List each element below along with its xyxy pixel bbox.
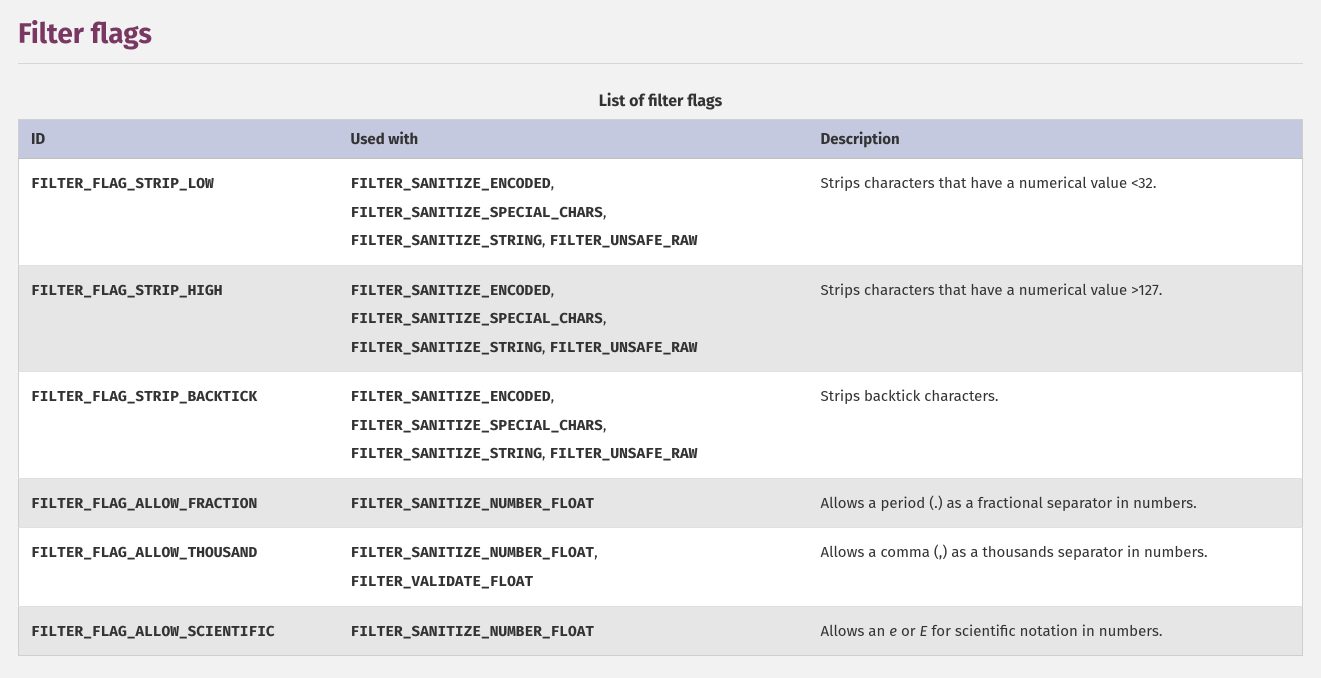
cell-id: FILTER_FLAG_ALLOW_SCIENTIFIC — [19, 606, 339, 656]
constant-used-with: FILTER_UNSAFE_RAW — [549, 231, 697, 249]
table-row: FILTER_FLAG_ALLOW_FRACTION FILTER_SANITIZ… — [19, 478, 1303, 528]
constant-used-with: FILTER_UNSAFE_RAW — [549, 338, 697, 356]
cell-description: Allows an e or E for scientific notation… — [809, 606, 1303, 656]
page-title: Filter flags — [18, 18, 1303, 51]
cell-used-with: FILTER_SANITIZE_ENCODED, FILTER_SANITIZE… — [339, 372, 809, 479]
cell-used-with: FILTER_SANITIZE_ENCODED, FILTER_SANITIZE… — [339, 159, 809, 266]
constant-used-with: FILTER_SANITIZE_SPECIAL_CHARS — [351, 309, 603, 327]
separator: , — [603, 203, 607, 221]
constant-used-with: FILTER_SANITIZE_NUMBER_FLOAT — [351, 543, 595, 561]
table-row: FILTER_FLAG_STRIP_LOW FILTER_SANITIZE_ENC… — [19, 159, 1303, 266]
filter-flags-table: List of filter flags ID Used with Descri… — [18, 92, 1303, 656]
separator: , — [603, 416, 607, 434]
constant-used-with: FILTER_SANITIZE_NUMBER_FLOAT — [351, 494, 595, 512]
constant-used-with: FILTER_UNSAFE_RAW — [549, 444, 697, 462]
column-header-used-with: Used with — [339, 120, 809, 159]
cell-used-with: FILTER_SANITIZE_NUMBER_FLOAT — [339, 478, 809, 528]
constant-id: FILTER_FLAG_STRIP_LOW — [31, 174, 214, 192]
cell-id: FILTER_FLAG_ALLOW_THOUSAND — [19, 528, 339, 606]
cell-id: FILTER_FLAG_STRIP_HIGH — [19, 265, 339, 372]
column-header-id: ID — [19, 120, 339, 159]
table-header-row: ID Used with Description — [19, 120, 1303, 159]
cell-description: Strips backtick characters. — [809, 372, 1303, 479]
table-row: FILTER_FLAG_STRIP_HIGH FILTER_SANITIZE_EN… — [19, 265, 1303, 372]
constant-used-with: FILTER_SANITIZE_NUMBER_FLOAT — [351, 622, 595, 640]
constant-id: FILTER_FLAG_ALLOW_FRACTION — [31, 494, 257, 512]
cell-description: Allows a period (.) as a fractional sepa… — [809, 478, 1303, 528]
constant-used-with: FILTER_SANITIZE_SPECIAL_CHARS — [351, 416, 603, 434]
cell-description: Strips characters that have a numerical … — [809, 159, 1303, 266]
constant-id: FILTER_FLAG_ALLOW_THOUSAND — [31, 543, 257, 561]
cell-description: Allows a comma (,) as a thousands separa… — [809, 528, 1303, 606]
separator: , — [594, 543, 598, 561]
constant-id: FILTER_FLAG_STRIP_BACKTICK — [31, 387, 257, 405]
separator: , — [551, 281, 555, 299]
cell-description: Strips characters that have a numerical … — [809, 265, 1303, 372]
constant-used-with: FILTER_SANITIZE_STRING — [351, 444, 542, 462]
constant-used-with: FILTER_SANITIZE_STRING — [351, 338, 542, 356]
constant-used-with: FILTER_SANITIZE_STRING — [351, 231, 542, 249]
cell-id: FILTER_FLAG_STRIP_LOW — [19, 159, 339, 266]
cell-used-with: FILTER_SANITIZE_NUMBER_FLOAT, FILTER_VAL… — [339, 528, 809, 606]
column-header-description: Description — [809, 120, 1303, 159]
constant-used-with: FILTER_SANITIZE_ENCODED — [351, 281, 551, 299]
table-caption: List of filter flags — [18, 92, 1303, 119]
cell-used-with: FILTER_SANITIZE_NUMBER_FLOAT — [339, 606, 809, 656]
constant-used-with: FILTER_SANITIZE_ENCODED — [351, 387, 551, 405]
constant-used-with: FILTER_VALIDATE_FLOAT — [351, 572, 534, 590]
table-row: FILTER_FLAG_STRIP_BACKTICK FILTER_SANITIZ… — [19, 372, 1303, 479]
table-row: FILTER_FLAG_ALLOW_SCIENTIFIC FILTER_SANIT… — [19, 606, 1303, 656]
cell-used-with: FILTER_SANITIZE_ENCODED, FILTER_SANITIZE… — [339, 265, 809, 372]
separator: , — [551, 174, 555, 192]
constant-id: FILTER_FLAG_STRIP_HIGH — [31, 281, 222, 299]
constant-used-with: FILTER_SANITIZE_ENCODED — [351, 174, 551, 192]
constant-id: FILTER_FLAG_ALLOW_SCIENTIFIC — [31, 622, 275, 640]
constant-used-with: FILTER_SANITIZE_SPECIAL_CHARS — [351, 203, 603, 221]
cell-id: FILTER_FLAG_STRIP_BACKTICK — [19, 372, 339, 479]
separator: , — [551, 387, 555, 405]
cell-id: FILTER_FLAG_ALLOW_FRACTION — [19, 478, 339, 528]
separator: , — [603, 309, 607, 327]
table-row: FILTER_FLAG_ALLOW_THOUSAND FILTER_SANITIZ… — [19, 528, 1303, 606]
title-divider — [18, 63, 1303, 64]
